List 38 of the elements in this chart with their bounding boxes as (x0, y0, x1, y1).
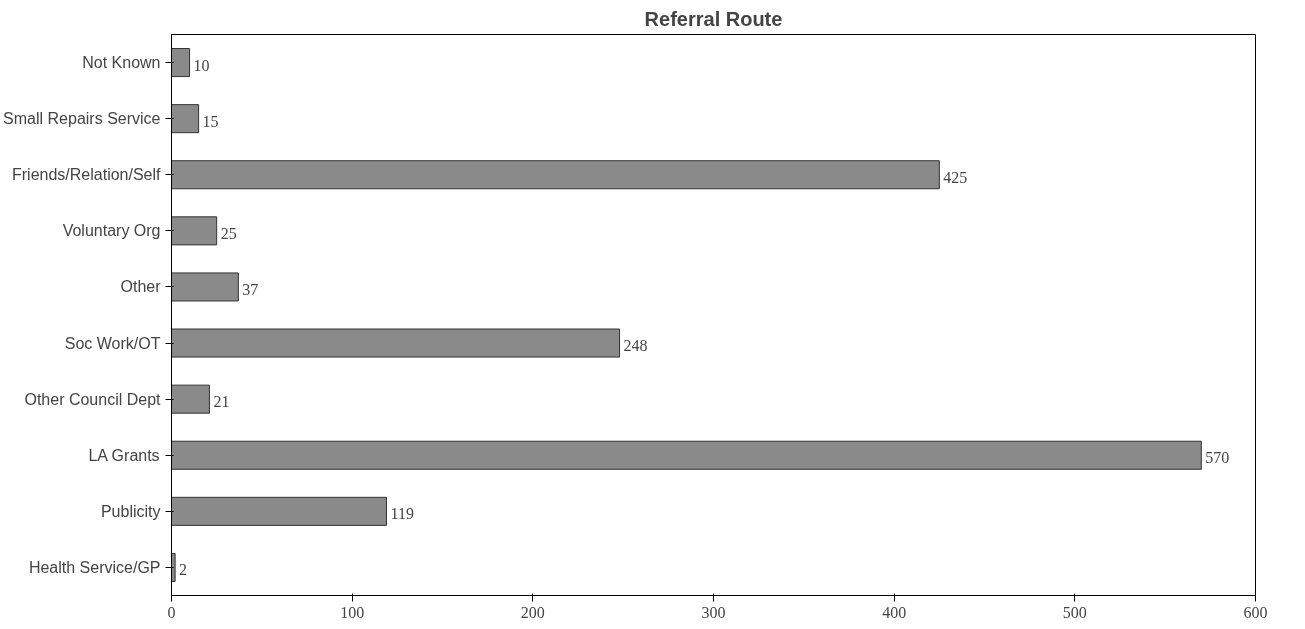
bar (171, 48, 191, 78)
data-label: 248 (623, 337, 648, 355)
x-tick-label: 300 (701, 603, 726, 621)
x-tick-label: 200 (520, 603, 545, 621)
chart-title: Referral Route (644, 7, 783, 30)
x-tick-label: 100 (340, 603, 365, 621)
bar (171, 216, 218, 246)
y-tick-label: Health Service/GP (28, 558, 161, 576)
bar (171, 104, 200, 134)
y-tick-label: Soc Work/OT (64, 334, 161, 352)
x-tick-label: 500 (1062, 603, 1087, 621)
y-tick-label: Friends/Relation/Self (11, 166, 162, 184)
bar (171, 552, 176, 582)
y-tick-label: LA Grants (88, 446, 160, 464)
bar (171, 160, 940, 190)
bar (171, 384, 210, 414)
data-label: 25 (220, 224, 237, 242)
data-label: 10 (193, 56, 210, 74)
bar (171, 328, 621, 358)
bar (171, 272, 239, 302)
y-tick-label: Publicity (100, 502, 161, 520)
data-label: 21 (213, 393, 230, 411)
data-label: 2 (179, 561, 188, 579)
x-tick-label: 0 (167, 603, 176, 621)
y-tick-label: Small Repairs Service (3, 110, 161, 128)
x-tick-label: 400 (882, 603, 907, 621)
data-label: 425 (943, 168, 968, 186)
data-label: 37 (242, 280, 259, 298)
data-label: 15 (202, 112, 219, 130)
data-label: 570 (1205, 449, 1230, 467)
y-tick-label: Other (120, 278, 162, 296)
bar (171, 496, 387, 526)
x-tick-label: 600 (1243, 603, 1268, 621)
y-tick-label: Voluntary Org (62, 222, 161, 240)
y-tick-label: Not Known (82, 54, 161, 72)
bar (171, 440, 1202, 470)
data-label: 119 (390, 505, 414, 523)
y-tick-label: Other Council Dept (24, 390, 162, 408)
